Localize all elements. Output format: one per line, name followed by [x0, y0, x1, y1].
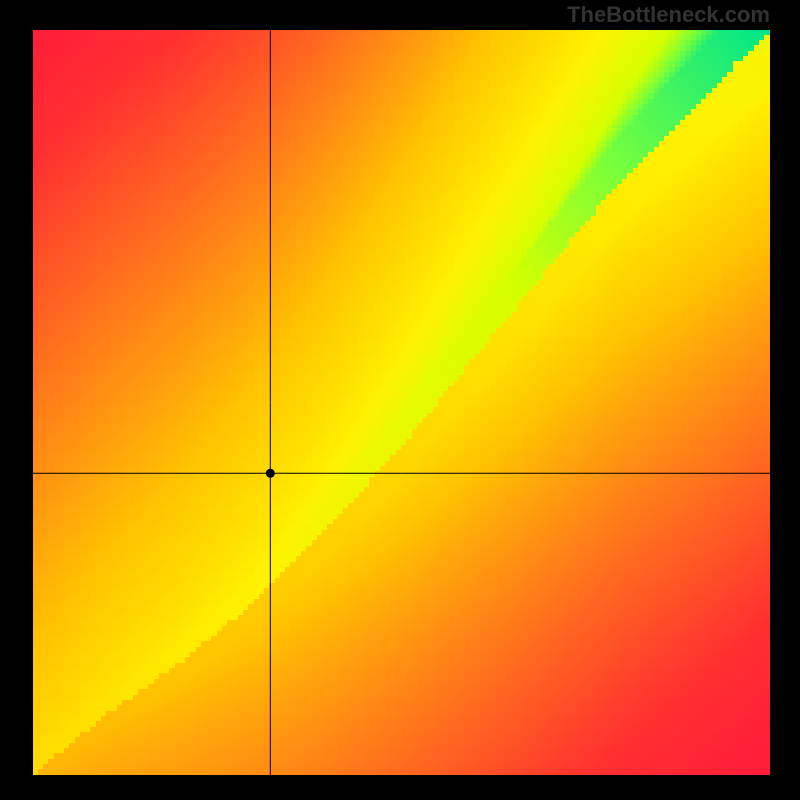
watermark-text: TheBottleneck.com: [567, 2, 770, 28]
chart-container: TheBottleneck.com: [0, 0, 800, 800]
heatmap-canvas: [33, 30, 770, 775]
heatmap-plot: [33, 30, 770, 775]
